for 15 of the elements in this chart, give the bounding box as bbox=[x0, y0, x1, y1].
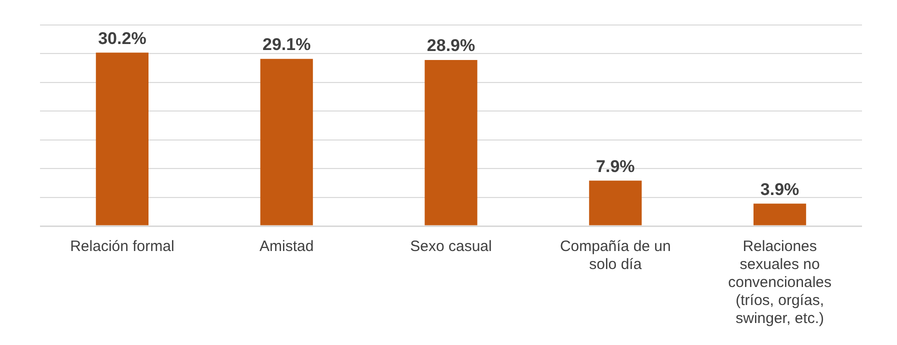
data-label: 29.1% bbox=[262, 35, 311, 54]
bar bbox=[424, 60, 478, 226]
x-tick-label: Amistad bbox=[260, 238, 314, 256]
x-tick-label: Relaciones sexuales no convencionales (tríos, orgías, swinger, etc.) bbox=[728, 238, 832, 328]
x-tick-label: Relación formal bbox=[70, 238, 174, 256]
data-label: 30.2% bbox=[98, 28, 146, 48]
data-label: 28.9% bbox=[426, 36, 476, 56]
bar bbox=[589, 180, 642, 226]
x-tick-label: Sexo casual bbox=[410, 238, 492, 256]
x-tick-label: Compañía de un solo día bbox=[560, 238, 671, 274]
data-label: 3.9% bbox=[760, 180, 800, 199]
data-label: 7.9% bbox=[596, 156, 635, 176]
bar bbox=[260, 58, 313, 226]
bar bbox=[96, 52, 149, 226]
bar bbox=[753, 204, 806, 226]
